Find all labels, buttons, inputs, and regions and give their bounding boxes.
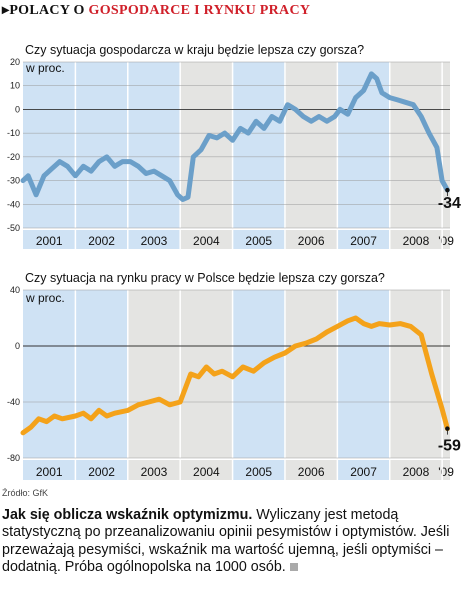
chart-title: Czy sytuacja na rynku pracy w Polsce będ… [25, 271, 385, 285]
y-tick-label: 0 [15, 104, 20, 114]
year-label-band [389, 230, 443, 249]
source-note: Źródło: GfK [2, 488, 49, 498]
unit-label: w proc. [25, 291, 65, 305]
chart-title: Czy sytuacja gospodarcza w kraju będzie … [25, 43, 364, 57]
x-tick-label: 2005 [245, 465, 272, 479]
x-tick-label: 2008 [403, 465, 430, 479]
x-tick-label: '09 [438, 465, 454, 479]
y-tick-label: 20 [10, 57, 20, 67]
page-title: ▸POLACY O GOSPODARCE I RYNKU PRACY [2, 2, 310, 19]
x-tick-label: 2003 [141, 465, 168, 479]
year-band [337, 290, 390, 458]
year-label-band [23, 460, 76, 480]
x-tick-label: 2006 [298, 465, 325, 479]
year-label-band [180, 230, 233, 249]
series-line [20, 71, 450, 202]
x-tick-label: 2007 [350, 234, 377, 248]
year-band [284, 62, 338, 228]
year-label-band [232, 460, 285, 480]
year-label-band [127, 460, 181, 480]
end-value-label: -34 [438, 195, 461, 212]
year-label-band [284, 230, 338, 249]
year-band [232, 62, 285, 228]
y-tick-label: 0 [15, 341, 20, 351]
end-value-label: -59 [438, 438, 461, 455]
footnote: Jak się oblicza wskaźnik optymizmu. Wyli… [2, 507, 464, 576]
year-label-band [75, 460, 128, 480]
year-band [127, 62, 181, 228]
year-label-band [127, 230, 181, 249]
year-label-band [75, 230, 128, 249]
year-band [75, 290, 128, 458]
year-label-band [180, 460, 233, 480]
x-tick-label: '09 [438, 234, 454, 248]
y-tick-label: -40 [7, 397, 20, 407]
year-label-band [389, 460, 443, 480]
year-band [127, 290, 181, 458]
series-line [20, 315, 450, 436]
x-tick-label: 2007 [350, 465, 377, 479]
x-tick-label: 2005 [245, 234, 272, 248]
end-square-icon [289, 563, 298, 572]
year-label-band [337, 230, 390, 249]
year-band [284, 290, 338, 458]
y-tick-label: -30 [7, 176, 20, 186]
economy-chart: 2001 2002 2003 2004 2005 2006 2007 2008 '09 20 10 0… [7, 43, 461, 249]
year-label-band [442, 460, 450, 480]
year-band [23, 290, 76, 458]
bullet-icon: ▸ [2, 3, 10, 18]
y-tick-label: 10 [10, 81, 20, 91]
x-tick-label: 2004 [193, 234, 220, 248]
y-tick-label: -20 [7, 152, 20, 162]
year-label-band [232, 230, 285, 249]
x-tick-label: 2002 [88, 465, 115, 479]
footnote-bold: Jak się oblicza wskaźnik optymizmu. [2, 507, 253, 523]
title-part-1: POLACY O [9, 3, 89, 18]
x-tick-label: 2002 [88, 234, 115, 248]
unit-label: w proc. [25, 61, 65, 75]
year-band [23, 62, 76, 228]
y-tick-label: -50 [7, 223, 20, 233]
x-tick-label: 2006 [298, 234, 325, 248]
x-tick-label: 2001 [36, 465, 63, 479]
x-tick-label: 2003 [141, 234, 168, 248]
y-tick-label: -10 [7, 128, 20, 138]
year-label-band [337, 460, 390, 480]
labour-market-chart: 2001 2002 2003 2004 2005 2006 2007 2008 '09 40 0 -4… [7, 271, 461, 480]
x-tick-label: 2004 [193, 465, 220, 479]
x-tick-label: 2008 [403, 234, 430, 248]
y-tick-label: -80 [7, 453, 20, 463]
year-band [442, 62, 450, 228]
title-part-2: GOSPODARCE I RYNKU PRACY [88, 3, 311, 18]
year-band [75, 62, 128, 228]
year-label-band [23, 230, 76, 249]
y-tick-label: 40 [10, 285, 20, 295]
year-label-band [284, 460, 338, 480]
year-band [442, 290, 450, 458]
x-tick-label: 2001 [36, 234, 63, 248]
year-label-band [442, 230, 450, 249]
year-band [232, 290, 285, 458]
y-tick-label: -40 [7, 199, 20, 209]
footnote-text: Wyliczany jest metodą statystyczną po pr… [2, 507, 450, 575]
